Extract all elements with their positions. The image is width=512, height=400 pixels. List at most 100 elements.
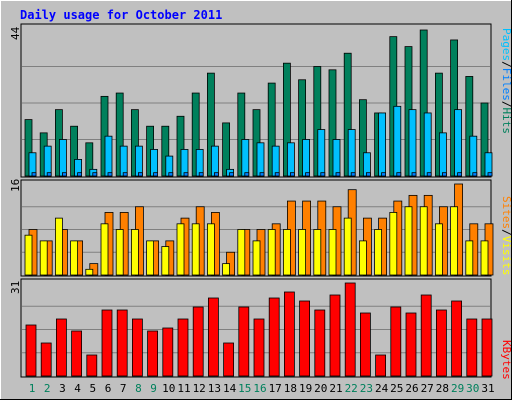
pages-bar-day-7: [122, 172, 128, 177]
kbytes-bar-day-9: [147, 330, 159, 377]
files-bar-day-8: [134, 145, 143, 177]
files-bar-day-7: [119, 145, 128, 177]
hits-bar-day-30: [465, 76, 474, 177]
panel-hits-files-pages: 44 Pages/Files/Hits: [9, 23, 512, 178]
pages-bar-day-3: [62, 172, 67, 177]
hits-files-bars: [22, 29, 493, 177]
kbytes-bar-day-27: [420, 294, 432, 377]
hits-bar-day-7: [115, 92, 124, 177]
day-label-30: 30: [466, 382, 479, 395]
sites-bar-day-4: [70, 240, 78, 276]
kbytes-bar-day-19: [299, 300, 311, 377]
kbytes-bar-day-17: [268, 297, 280, 377]
sites-bar-day-15: [237, 229, 246, 276]
hits-bar-day-8: [130, 109, 139, 177]
kbytes-bars: [22, 282, 493, 377]
pages-bar-day-12: [198, 172, 204, 177]
kbytes-bar-day-20: [314, 309, 326, 377]
panel-visits-sites: 16 Sites/Visits: [9, 179, 512, 277]
sites-bar-day-20: [313, 229, 322, 276]
pages-bar-day-21: [335, 172, 341, 177]
kbytes-bar-day-5: [86, 354, 98, 377]
day-label-23: 23: [360, 382, 373, 395]
sites-bar-day-2: [39, 240, 48, 276]
pages-bar-day-1: [31, 172, 37, 177]
sites-bar-day-17: [267, 229, 276, 276]
files-bar-day-30: [469, 135, 478, 177]
day-label-15: 15: [238, 382, 251, 395]
panel-visits-ymax-label: 16: [9, 179, 22, 192]
panel-kbytes: 31 KBytes: [9, 278, 512, 380]
pages-bar-day-23: [365, 172, 371, 177]
ylabel-sep: /: [500, 229, 512, 236]
kbytes-bar-day-7: [116, 309, 128, 377]
hits-bar-day-22: [343, 52, 352, 177]
day-label-22: 22: [345, 382, 358, 395]
ylabel-files: Files: [500, 68, 512, 101]
kbytes-bar-day-11: [177, 318, 189, 377]
sites-bar-day-8: [130, 229, 139, 276]
files-bar-day-22: [347, 129, 356, 177]
kbytes-bar-day-16: [253, 318, 265, 377]
files-bar-day-26: [408, 109, 417, 177]
pages-bar-day-22: [350, 172, 356, 177]
pages-bar-day-13: [213, 172, 219, 177]
day-label-7: 7: [120, 382, 127, 395]
panel-kbytes-ylabel: KBytes: [500, 340, 512, 380]
pages-bar-day-24: [381, 172, 387, 177]
day-label-1: 1: [29, 382, 36, 395]
sites-bar-day-23: [358, 240, 367, 276]
files-bar-day-16: [256, 142, 265, 177]
panel-visits-ylabel: Sites/Visits: [500, 196, 512, 276]
sites-bar-day-13: [206, 223, 215, 276]
ylabel-pages: Pages: [500, 28, 512, 61]
sites-bar-day-3: [55, 217, 63, 276]
kbytes-bar-day-23: [359, 312, 371, 377]
kbytes-bar-day-1: [25, 324, 37, 377]
kbytes-bar-day-6: [101, 309, 113, 377]
files-bar-day-13: [210, 145, 219, 177]
sites-bar-day-27: [419, 206, 428, 276]
kbytes-bar-day-25: [390, 306, 402, 377]
pages-bar-day-16: [259, 172, 265, 177]
hits-bar-day-13: [206, 72, 215, 177]
pages-bar-day-4: [77, 172, 82, 177]
files-bar-day-29: [454, 109, 463, 177]
hits-bar-day-29: [450, 39, 459, 177]
day-label-12: 12: [193, 382, 206, 395]
day-label-28: 28: [436, 382, 449, 395]
day-label-9: 9: [150, 382, 157, 395]
day-label-31: 31: [481, 382, 494, 395]
pages-bar-day-25: [396, 172, 402, 177]
ylabel-hits: Hits: [500, 108, 512, 135]
day-label-6: 6: [105, 382, 112, 395]
files-bar-day-20: [317, 129, 326, 177]
kbytes-bar-day-2: [40, 342, 52, 377]
kbytes-bar-day-26: [405, 312, 417, 377]
pages-bar-day-18: [289, 172, 295, 177]
kbytes-bar-day-22: [344, 282, 356, 377]
hits-bar-day-18: [282, 62, 291, 177]
files-bar-day-11: [180, 149, 189, 177]
day-label-19: 19: [299, 382, 312, 395]
sites-bar-day-6: [100, 223, 109, 276]
kbytes-bar-day-21: [329, 294, 341, 377]
sites-bar-day-21: [328, 229, 337, 276]
sites-bar-day-9: [146, 240, 155, 276]
panel-kbytes-ymax-label: 31: [9, 281, 22, 294]
sites-bar-day-29: [450, 206, 459, 276]
day-label-14: 14: [223, 382, 237, 395]
day-label-16: 16: [253, 382, 266, 395]
pages-bar-day-2: [46, 172, 52, 177]
sites-bar-day-31: [480, 240, 489, 276]
hits-bar-day-28: [434, 72, 443, 177]
panel-hits-ymax-label: 44: [9, 26, 22, 40]
hits-bar-day-12: [191, 92, 200, 177]
sites-bar-day-24: [374, 229, 383, 276]
sites-bar-day-25: [389, 212, 398, 276]
kbytes-bar-day-30: [466, 318, 478, 377]
day-label-20: 20: [314, 382, 327, 395]
pages-bar-day-6: [107, 172, 113, 177]
kbytes-bar-day-4: [71, 330, 82, 377]
sites-bar-day-12: [191, 223, 200, 276]
